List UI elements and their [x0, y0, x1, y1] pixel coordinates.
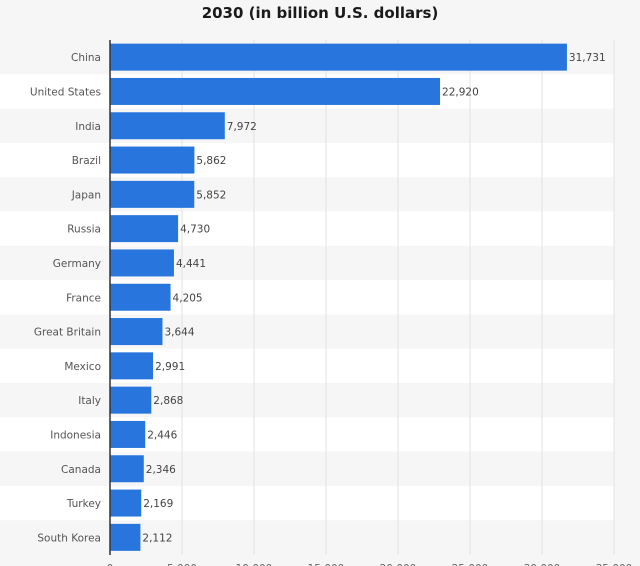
category-label: China	[71, 52, 101, 64]
chart-title: 2030 (in billion U.S. dollars)	[201, 4, 439, 22]
category-label: France	[66, 292, 101, 304]
category-label: Indonesia	[50, 429, 101, 441]
category-label: Great Britain	[34, 327, 101, 339]
bar	[110, 420, 146, 448]
value-label: 7,972	[227, 121, 257, 133]
bar	[110, 523, 141, 551]
x-tick-label: 5,000	[167, 563, 197, 566]
bar	[110, 283, 171, 311]
row-band	[0, 485, 614, 521]
bar	[110, 489, 142, 517]
value-label: 4,205	[173, 292, 203, 304]
bar	[110, 112, 225, 140]
bar	[110, 455, 144, 483]
value-label: 31,731	[569, 52, 606, 64]
category-label: Italy	[78, 395, 101, 407]
value-label: 2,112	[142, 532, 172, 544]
row-band	[0, 280, 614, 315]
row-band	[0, 417, 614, 452]
bar	[110, 77, 441, 105]
category-label: Russia	[67, 224, 101, 236]
category-label: Brazil	[72, 155, 101, 167]
category-label: Mexico	[64, 361, 101, 373]
value-label: 5,852	[196, 189, 226, 201]
x-tick-label: 15,000	[308, 563, 345, 566]
row-band	[0, 211, 614, 246]
x-tick-label: 10,000	[236, 563, 273, 566]
x-tick-label: 0	[107, 563, 114, 566]
value-label: 2,868	[153, 395, 183, 407]
category-label: India	[75, 121, 101, 133]
row-band	[0, 348, 614, 383]
bar	[110, 180, 195, 208]
value-label: 5,862	[196, 155, 226, 167]
category-label: United States	[30, 86, 101, 98]
value-label: 4,441	[176, 258, 206, 270]
bar	[110, 249, 174, 277]
category-label: Germany	[53, 258, 101, 270]
x-tick-label: 35,000	[596, 563, 633, 566]
value-label: 4,730	[180, 224, 210, 236]
value-label: 2,446	[147, 429, 177, 441]
bar	[110, 146, 195, 174]
category-label: Japan	[71, 189, 101, 201]
value-label: 2,991	[155, 361, 185, 373]
bar	[110, 386, 152, 414]
bar	[110, 318, 163, 346]
row-band	[0, 142, 614, 178]
x-tick-label: 25,000	[452, 563, 489, 566]
value-label: 3,644	[164, 327, 194, 339]
category-label: Canada	[61, 464, 101, 476]
value-label: 22,920	[442, 86, 479, 98]
value-label: 2,169	[143, 498, 173, 510]
bar	[110, 43, 567, 71]
value-label: 2,346	[146, 464, 176, 476]
x-tick-label: 20,000	[380, 563, 417, 566]
category-label: Turkey	[66, 498, 101, 510]
x-tick-label: 30,000	[524, 563, 561, 566]
category-label: South Korea	[37, 532, 101, 544]
bar	[110, 215, 179, 243]
bar	[110, 352, 154, 380]
